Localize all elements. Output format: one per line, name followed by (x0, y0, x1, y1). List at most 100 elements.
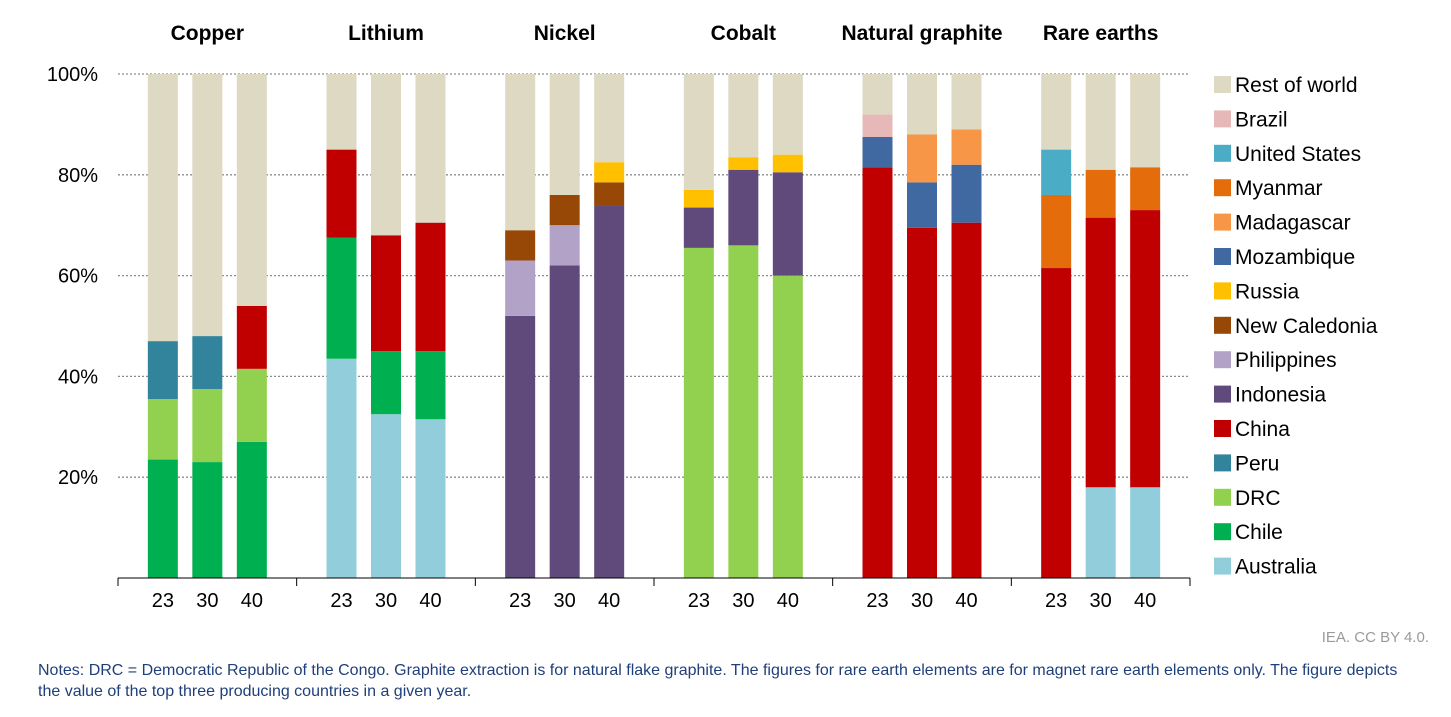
x-tick-label: 23 (509, 590, 531, 612)
legend-item: Madagascar (1214, 212, 1351, 235)
bar-stack (415, 74, 446, 578)
x-tick-label: 30 (1090, 590, 1112, 612)
bar-segment (371, 74, 401, 236)
bar-segment (594, 205, 625, 579)
x-tick-label: 30 (554, 590, 576, 612)
legend-swatch (1214, 488, 1231, 506)
bar-segment (1130, 74, 1161, 168)
bar-segment (505, 260, 536, 316)
bar-segment (1041, 268, 1072, 578)
bar-segment (236, 305, 267, 369)
y-tick-label: 100% (47, 64, 98, 86)
bar-segment (415, 419, 446, 578)
group-title: Copper (171, 22, 245, 45)
legend-item: Myanmar (1214, 177, 1323, 200)
legend-item: Australia (1214, 556, 1317, 579)
legend-swatch (1214, 454, 1231, 472)
legend-label: Indonesia (1235, 384, 1326, 407)
bar-stack (728, 74, 759, 579)
bar-segment (594, 182, 625, 206)
gridlines (118, 73, 1190, 478)
legend-label: Philippines (1235, 349, 1337, 372)
bars (147, 74, 1161, 579)
legend-swatch (1214, 110, 1231, 128)
legend-item: Peru (1214, 452, 1279, 475)
bar-segment (772, 154, 803, 173)
bar-segment (236, 441, 267, 578)
legend-swatch (1214, 179, 1231, 197)
legend-label: Chile (1235, 521, 1283, 544)
legend-swatch (1214, 248, 1231, 265)
legend-label: Peru (1235, 452, 1279, 475)
x-tick-label: 23 (866, 590, 888, 612)
bar-segment (772, 275, 803, 578)
bar-stack (236, 74, 267, 578)
x-axis: 23 30 40 23 30 40 23 30 40 23 30 40 23 30 40 23 30 40 (117, 577, 1191, 612)
x-tick-label: 40 (955, 590, 977, 612)
bar-segment (505, 315, 536, 578)
y-tick-label: 40% (58, 366, 98, 388)
legend-item: Philippines (1214, 349, 1337, 372)
legend-swatch (1214, 213, 1231, 231)
legend-swatch (1214, 385, 1231, 403)
bar-segment (192, 462, 223, 578)
bar-segment (683, 207, 714, 248)
bar-segment (594, 74, 625, 163)
bar-segment (192, 389, 223, 463)
bar-segment (147, 399, 178, 460)
bar-segment (147, 74, 178, 342)
group-title: Nickel (534, 22, 596, 45)
legend: Rest of world Brazil United States Myanmar M… (1214, 74, 1378, 579)
bar-segment (505, 74, 536, 231)
credit-text: IEA. CC BY 4.0. (1321, 629, 1429, 646)
x-tick-label: 30 (196, 590, 218, 612)
legend-label: Russia (1235, 280, 1300, 303)
bar-segment (371, 351, 401, 415)
y-tick-label: 80% (58, 165, 98, 187)
bar-segment (862, 137, 893, 168)
bar-segment (236, 74, 267, 306)
bar-segment (594, 162, 625, 183)
legend-label: Mozambique (1235, 246, 1355, 269)
group-title: Lithium (348, 22, 424, 45)
bar-segment (907, 182, 937, 228)
bar-segment (683, 189, 714, 208)
legend-label: Rest of world (1235, 74, 1358, 97)
bar-stack (549, 74, 580, 578)
bar-segment (1041, 74, 1072, 150)
bar-stack (326, 74, 357, 578)
bar-segment (1085, 217, 1116, 488)
bar-segment (1041, 194, 1072, 269)
y-axis: 20% 40% 60% 80% 100% (47, 64, 98, 489)
legend-swatch (1214, 351, 1231, 369)
bar-stack (1130, 74, 1161, 578)
legend-swatch (1214, 557, 1231, 575)
legend-label: DRC (1235, 487, 1281, 510)
bar-segment (371, 414, 401, 578)
bar-segment (1130, 167, 1161, 211)
legend-item: United States (1214, 143, 1361, 166)
legend-item: Russia (1214, 280, 1300, 303)
group-titles: Copper Lithium Nickel Cobalt Natural graphit… (171, 22, 1159, 45)
bar-stack (951, 74, 982, 578)
bar-stack (772, 74, 803, 578)
legend-item: Mozambique (1214, 246, 1355, 269)
bar-segment (1041, 149, 1072, 195)
bar-stack (1041, 74, 1072, 578)
legend-label: Madagascar (1235, 212, 1351, 235)
bar-stack (1085, 74, 1116, 578)
bar-segment (951, 222, 982, 578)
stacked-bar-chart: 20% 40% 60% 80% 100% 23 30 40 23 30 40 23 30 40 23 30 4… (47, 22, 1378, 612)
bar-segment (326, 149, 357, 238)
y-tick-label: 20% (58, 467, 98, 489)
bar-segment (147, 341, 178, 400)
bar-segment (728, 157, 759, 170)
bar-segment (147, 459, 178, 578)
x-tick-label: 23 (1045, 590, 1067, 612)
bar-segment (415, 222, 446, 352)
bar-stack (371, 74, 401, 578)
bar-segment (772, 172, 803, 276)
bar-segment (728, 74, 759, 158)
bar-segment (549, 225, 580, 266)
x-tick-label: 23 (688, 590, 710, 612)
